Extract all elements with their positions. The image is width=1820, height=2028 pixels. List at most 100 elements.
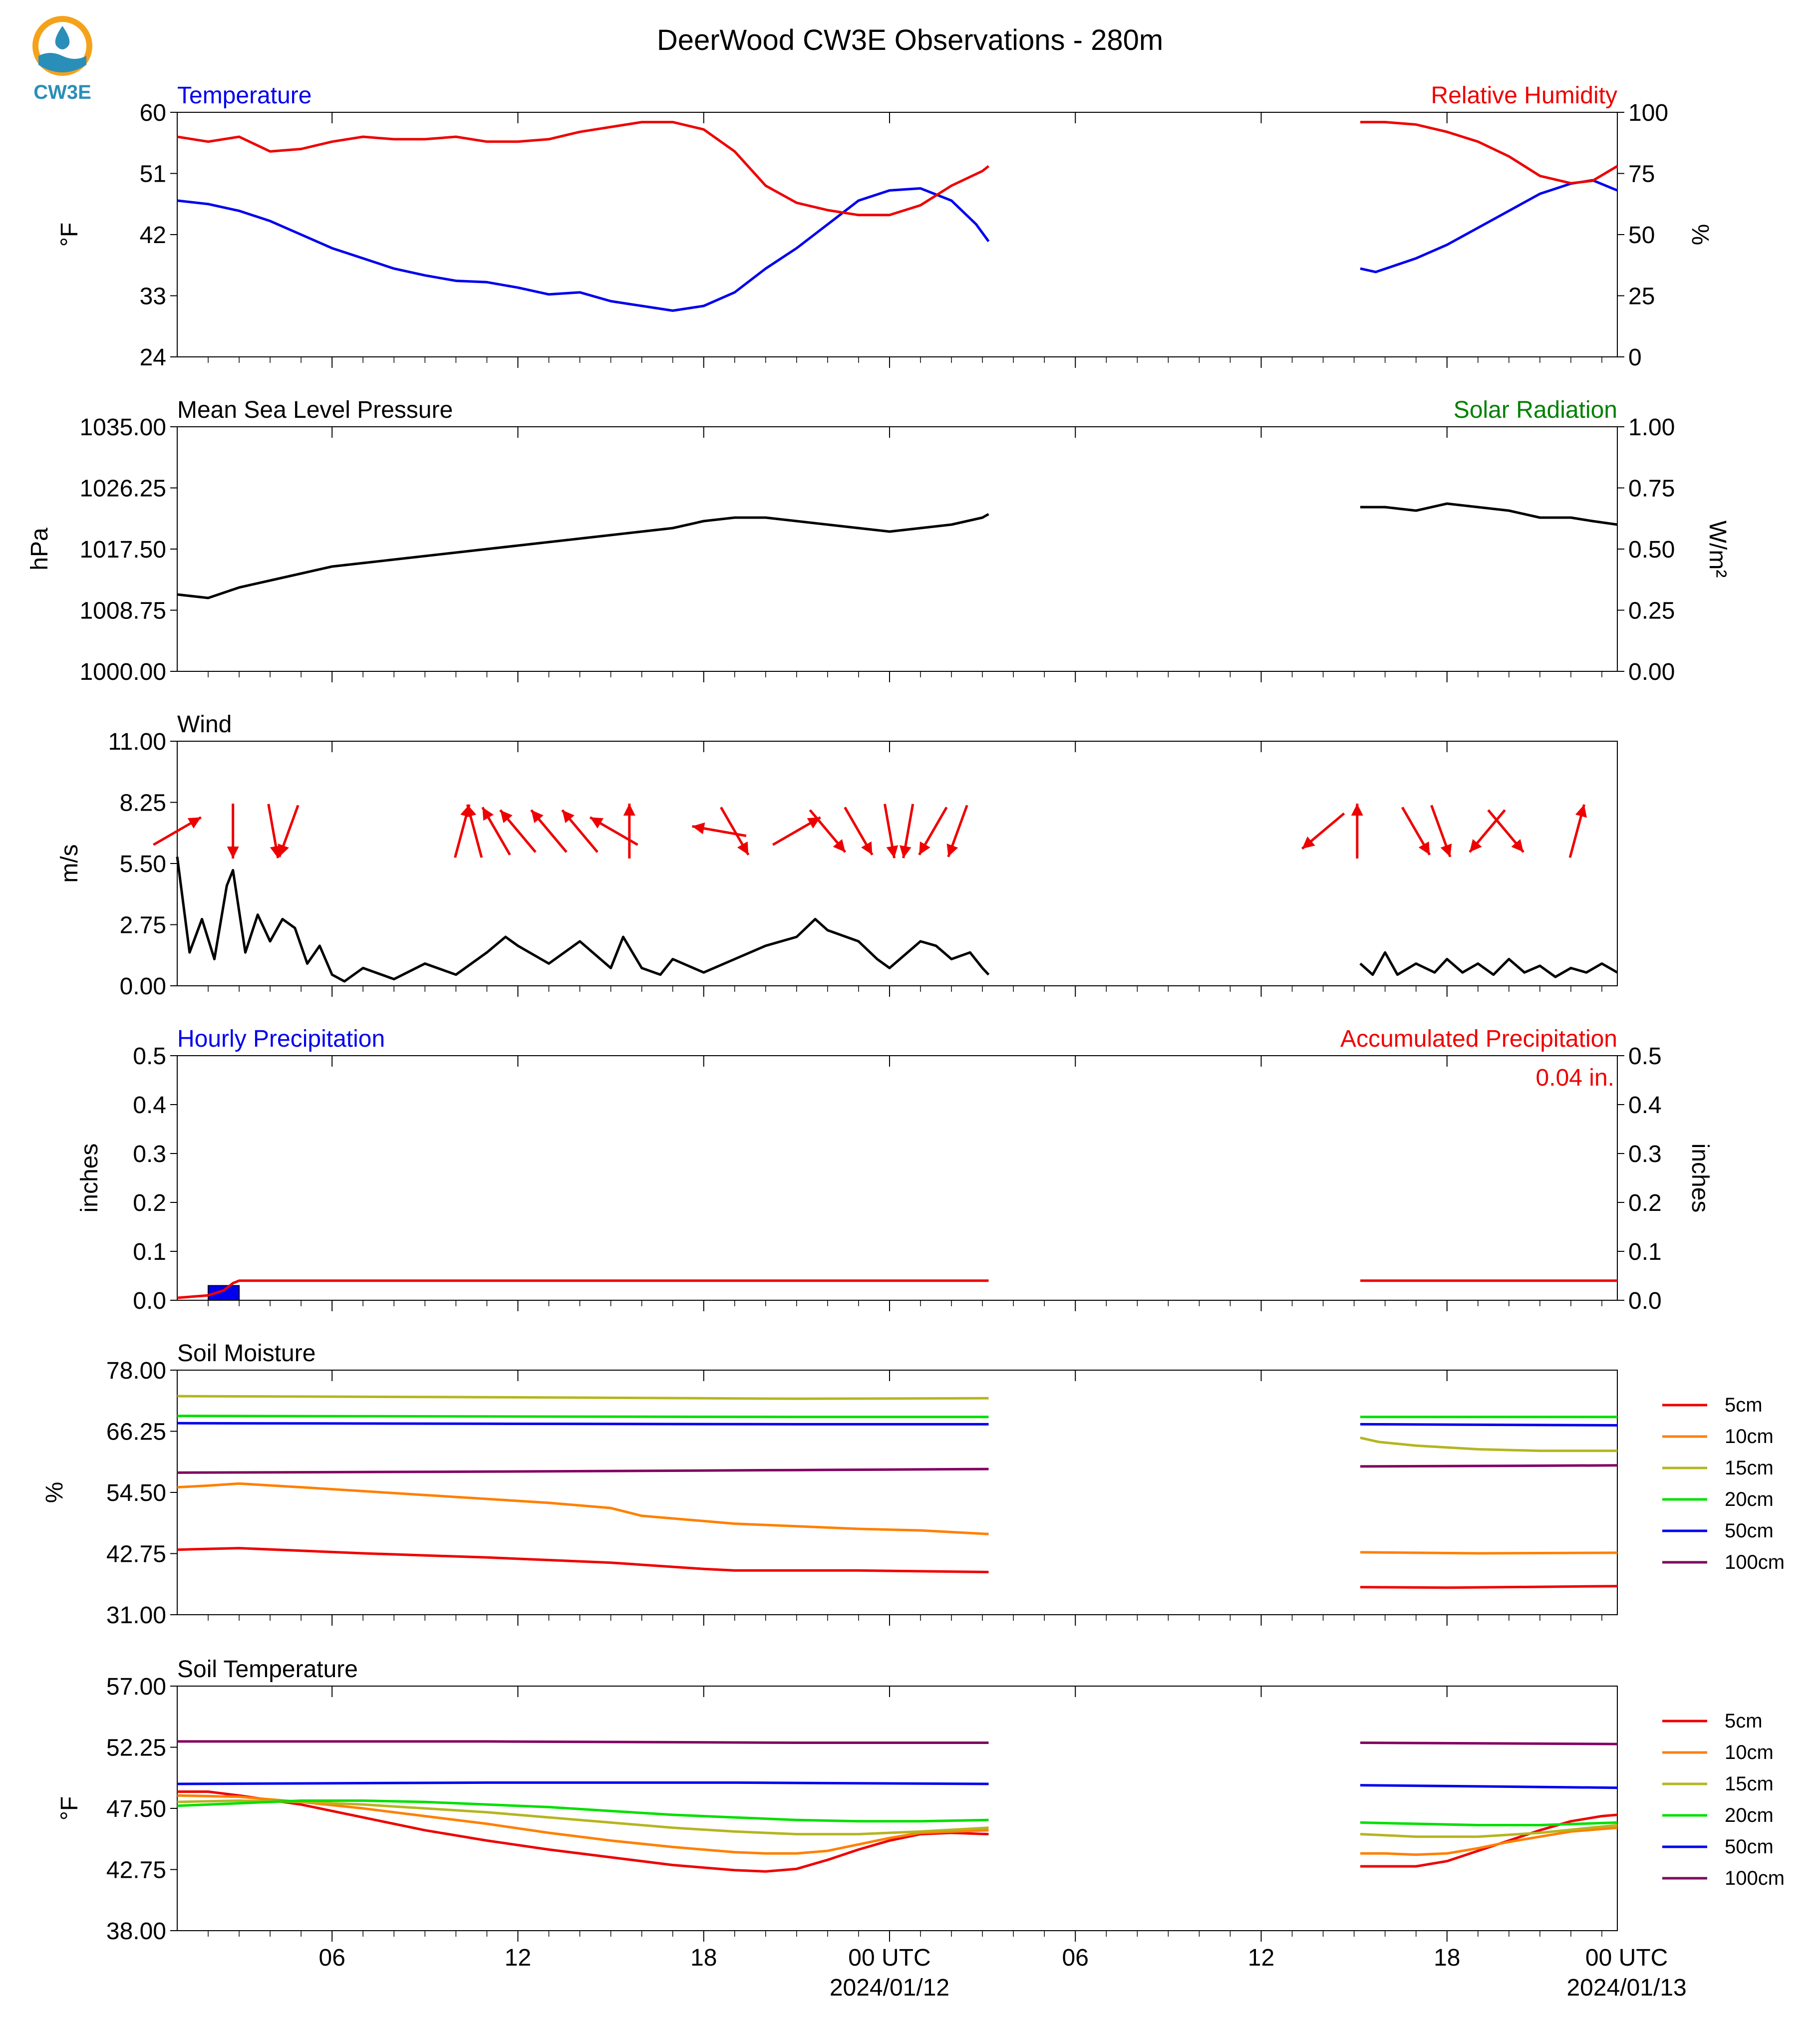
y-axis-label: °F — [56, 1796, 83, 1821]
panel-soil_moisture: Soil Moisture 31.00 42.75 54.50 66.25 78.00% 5… — [41, 1340, 1785, 1629]
wind-arrow — [465, 804, 483, 858]
legend-label: 50cm — [1725, 1836, 1774, 1858]
x-date-label: 2024/01/12 — [830, 1975, 949, 2001]
legend-label: 5cm — [1725, 1710, 1763, 1732]
wind-arrow-head — [278, 844, 289, 857]
precip-total-annotation: 0.04 in. — [1536, 1065, 1614, 1091]
series-line-wind — [176, 857, 1618, 983]
y-axis-label: inches — [76, 1144, 103, 1213]
legend-label: 10cm — [1725, 1741, 1774, 1763]
series-line-20cm — [177, 1799, 1618, 1826]
x-tick-label: 06 — [1062, 1945, 1089, 1971]
wind-arrow — [900, 804, 914, 859]
wind-arrow-head — [900, 845, 911, 859]
wind-arrow — [623, 804, 635, 859]
panel-pressure: Mean Sea Level Pressure Solar Radiation 10… — [26, 397, 1731, 685]
wind-arrow-head — [737, 841, 749, 855]
y-tick-label: 33 — [140, 284, 166, 310]
y-axis-label-right: % — [1687, 224, 1713, 246]
x-tick-label: 12 — [1248, 1945, 1274, 1971]
y-axis-label: hPa — [26, 528, 53, 571]
panel-frame — [177, 1055, 1618, 1301]
series-line-mean-sea-level-pressure — [177, 502, 1618, 599]
panel-frame — [177, 741, 1618, 986]
wind-arrow — [499, 809, 537, 853]
wind-arrow-head — [187, 817, 201, 829]
series-line-20cm — [177, 1415, 1617, 1419]
y-tick-label: 78.00 — [106, 1358, 166, 1384]
series-line-5cm — [177, 1547, 1618, 1589]
panel-soil_temp: Soil Temperature 38.00 42.75 47.50 52.25 57.0… — [56, 1656, 1785, 2001]
panel-title-right: Accumulated Precipitation — [1340, 1026, 1617, 1052]
wind-arrow — [227, 804, 239, 859]
wind-arrow — [1301, 812, 1345, 850]
series-line-relative-humidity — [177, 121, 1618, 217]
y-tick-label: 0.5 — [133, 1043, 166, 1070]
series-line-15cm — [177, 1395, 1617, 1452]
y-tick-label: 1026.25 — [79, 476, 166, 502]
legend-label: 50cm — [1725, 1520, 1774, 1542]
wind-arrow — [883, 804, 899, 859]
legend-label: 20cm — [1725, 1488, 1774, 1510]
x-tick-label: 00 UTC — [1585, 1945, 1668, 1971]
y-tick-label: 66.25 — [106, 1419, 166, 1446]
y-tick-label-right: 75 — [1628, 161, 1655, 188]
y-tick-label: 0.1 — [133, 1239, 166, 1265]
y-tick-label: 0.00 — [120, 973, 166, 1000]
wind-arrow-head — [1511, 839, 1523, 853]
y-tick-label-right: 0 — [1628, 344, 1642, 371]
legend-label: 100cm — [1725, 1551, 1785, 1573]
logo-ring — [32, 16, 92, 76]
wind-arrow-head — [886, 845, 899, 859]
y-tick-label: 0.2 — [133, 1190, 166, 1216]
series-line-100cm — [177, 1464, 1618, 1474]
series-line-10cm — [177, 1794, 1618, 1856]
y-tick-label-right: 1.00 — [1628, 414, 1675, 441]
wind-arrow-head — [465, 804, 477, 818]
y-tick-label: 42 — [140, 222, 166, 249]
y-axis-label: °F — [56, 223, 83, 247]
y-axis-label-right: W/m² — [1704, 521, 1731, 578]
y-tick-label: 51 — [140, 161, 166, 188]
y-tick-label-right: 0.3 — [1628, 1141, 1662, 1167]
y-tick-label: 57.00 — [106, 1674, 166, 1700]
y-tick-label-right: 0.5 — [1628, 1043, 1662, 1070]
series-line-10cm — [177, 1482, 1618, 1555]
wind-arrow-head — [590, 817, 604, 829]
cw3e-logo: CW3E — [27, 15, 97, 105]
y-tick-label: 54.50 — [106, 1480, 166, 1506]
logo-wave-icon — [38, 53, 86, 72]
y-tick-label-right: 100 — [1628, 100, 1668, 126]
y-tick-label: 0.4 — [133, 1092, 166, 1119]
wind-arrow-head — [861, 841, 873, 855]
y-tick-label: 60 — [140, 100, 166, 126]
wind-arrow-head — [562, 810, 575, 823]
legend-label: 100cm — [1725, 1867, 1785, 1889]
wind-arrow — [1351, 804, 1363, 859]
wind-arrow-head — [623, 804, 635, 816]
panel-temp_rh: Temperature Relative Humidity 24 33 42 51 60 0 2… — [56, 82, 1713, 371]
legend-label: 10cm — [1725, 1426, 1774, 1448]
wind-arrow-head — [1440, 844, 1452, 857]
y-axis-label: m/s — [56, 844, 83, 882]
wind-arrow-head — [692, 822, 705, 835]
wind-arrow-head — [833, 839, 846, 853]
wind-arrow-head — [946, 844, 958, 857]
x-tick-label: 00 UTC — [848, 1945, 930, 1971]
wind-arrow-head — [1418, 841, 1430, 855]
panel-title-left: Hourly Precipitation — [177, 1026, 385, 1052]
wind-arrow — [844, 807, 874, 856]
series-line-temperature — [177, 179, 1618, 312]
y-tick-label: 24 — [140, 344, 166, 371]
wind-arrow-head — [500, 810, 513, 823]
wind-arrow — [278, 805, 300, 858]
wind-arrow-head — [1302, 836, 1315, 849]
y-tick-label: 5.50 — [120, 851, 166, 877]
y-tick-label-right: 25 — [1628, 284, 1655, 310]
y-tick-label: 1000.00 — [79, 659, 166, 685]
y-tick-label: 38.00 — [106, 1918, 166, 1945]
wind-arrow — [1430, 805, 1452, 858]
y-tick-label-right: 0.00 — [1628, 659, 1675, 685]
legend-label: 20cm — [1725, 1804, 1774, 1826]
